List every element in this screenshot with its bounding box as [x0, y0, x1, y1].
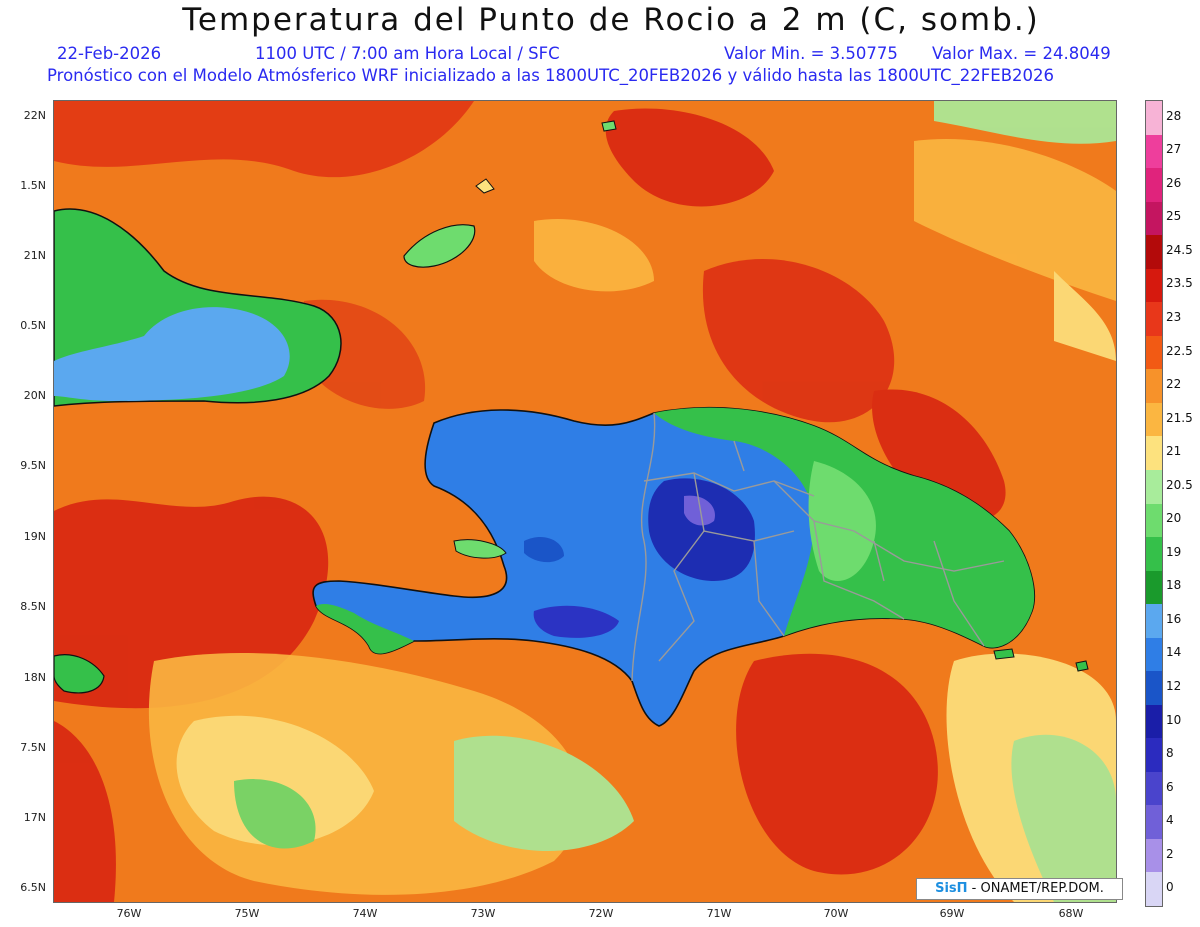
colorbar-swatch: [1146, 771, 1162, 806]
colorbar-label: 4: [1166, 813, 1174, 828]
saona-island: [993, 648, 1015, 660]
lat-label: 8.5N: [20, 600, 46, 613]
hispaniola-core-purple: [684, 495, 715, 526]
gonave-island: [453, 539, 507, 559]
colorbar-label: 0: [1166, 880, 1174, 895]
west-tip-green: [316, 603, 414, 654]
cuba-inland-blue: [54, 307, 290, 401]
inagua-island: [403, 224, 476, 268]
colorbar-swatch: [1146, 268, 1162, 303]
colorbar-swatch: [1146, 168, 1162, 203]
colorbar-label: 23.5: [1166, 276, 1193, 291]
colorbar-label: 23: [1166, 310, 1182, 325]
jamaica-island: [54, 654, 105, 694]
colorbar-swatch: [1146, 604, 1162, 639]
colorbar-swatch: [1146, 838, 1162, 873]
lon-label: 70W: [823, 907, 849, 920]
value-max: Valor Max. = 24.8049: [932, 44, 1111, 63]
lon-label: 71W: [706, 907, 732, 920]
colorbar-label: 24.5: [1166, 242, 1193, 257]
lat-label: 6.5N: [20, 881, 46, 894]
colorbar-swatch: [1146, 436, 1162, 471]
colorbar-swatch: [1146, 369, 1162, 404]
small-island-2: [601, 120, 617, 132]
colorbar-swatch: [1146, 235, 1162, 270]
lat-label: 21N: [23, 249, 46, 262]
map-canvas: [54, 101, 1116, 902]
lat-label: 1.5N: [20, 179, 46, 192]
colorbar-label: 6: [1166, 779, 1174, 794]
colorbar-label: 25: [1166, 209, 1182, 224]
lon-label: 76W: [116, 907, 142, 920]
small-island-1: [475, 178, 495, 194]
lon-label: 74W: [352, 907, 378, 920]
lon-label: 69W: [939, 907, 965, 920]
lon-label: 75W: [234, 907, 260, 920]
colorbar-label: 10: [1166, 712, 1182, 727]
value-min: Valor Min. = 3.50775: [724, 44, 898, 63]
colorbar-swatch: [1146, 469, 1162, 504]
colorbar-label: 12: [1166, 678, 1182, 693]
model-description: Pronóstico con el Modelo Atmósferico WRF…: [47, 66, 1055, 85]
colorbar-label: 28: [1166, 108, 1182, 123]
southern-peninsula-dark: [533, 605, 619, 638]
colorbar-swatch: [1146, 805, 1162, 840]
colorbar-swatch: [1146, 503, 1162, 538]
colorbar-swatch: [1146, 704, 1162, 739]
lat-label: 20N: [23, 389, 46, 402]
colorbar-label: 8: [1166, 746, 1174, 761]
lat-label: 19N: [23, 530, 46, 543]
colorbar-swatch: [1146, 201, 1162, 236]
credit-box: SisΠ - ONAMET/REP.DOM.: [916, 878, 1123, 900]
colorbar-swatch: [1146, 671, 1162, 706]
colorbar-swatch: [1146, 134, 1162, 169]
sispi-logo: SisΠ: [935, 881, 968, 896]
colorbar-label: 20.5: [1166, 477, 1193, 492]
colorbar-swatch: [1146, 872, 1162, 907]
colorbar: [1145, 100, 1163, 907]
lon-label: 72W: [588, 907, 614, 920]
colorbar-label: 2: [1166, 846, 1174, 861]
colorbar-swatch: [1146, 570, 1162, 605]
colorbar-swatch: [1146, 335, 1162, 370]
lat-label: 22N: [23, 109, 46, 122]
colorbar-label: 19: [1166, 544, 1182, 559]
lon-label: 68W: [1058, 907, 1084, 920]
hispaniola-core-dark: [648, 478, 755, 581]
lat-label: 17N: [23, 811, 46, 824]
lon-label: 73W: [470, 907, 496, 920]
colorbar-swatch: [1146, 402, 1162, 437]
colorbar-label: 22.5: [1166, 343, 1193, 358]
credit-text: - ONAMET/REP.DOM.: [971, 881, 1104, 896]
map-title: Temperatura del Punto de Rocio a 2 m (C,…: [182, 2, 1040, 38]
colorbar-label: 22: [1166, 377, 1182, 392]
colorbar-label: 21: [1166, 444, 1182, 459]
mona-island: [1075, 660, 1089, 672]
forecast-time: 1100 UTC / 7:00 am Hora Local / SFC: [255, 44, 560, 63]
colorbar-label: 21.5: [1166, 410, 1193, 425]
colorbar-label: 26: [1166, 175, 1182, 190]
colorbar-label: 16: [1166, 611, 1182, 626]
lat-label: 9.5N: [20, 459, 46, 472]
colorbar-label: 20: [1166, 511, 1182, 526]
colorbar-label: 14: [1166, 645, 1182, 660]
dewpoint-map: [53, 100, 1117, 903]
colorbar-swatch: [1146, 637, 1162, 672]
northwest-peninsula-dark: [524, 536, 564, 563]
forecast-date: 22-Feb-2026: [57, 44, 162, 63]
colorbar-label: 27: [1166, 142, 1182, 157]
lat-label: 0.5N: [20, 319, 46, 332]
colorbar-swatch: [1146, 101, 1162, 136]
colorbar-swatch: [1146, 738, 1162, 773]
province-borders: [631, 412, 1005, 682]
hispaniola-east-light: [808, 461, 876, 581]
lat-label: 18N: [23, 671, 46, 684]
lat-label: 7.5N: [20, 741, 46, 754]
colorbar-swatch: [1146, 302, 1162, 337]
colorbar-swatch: [1146, 537, 1162, 572]
colorbar-label: 18: [1166, 578, 1182, 593]
